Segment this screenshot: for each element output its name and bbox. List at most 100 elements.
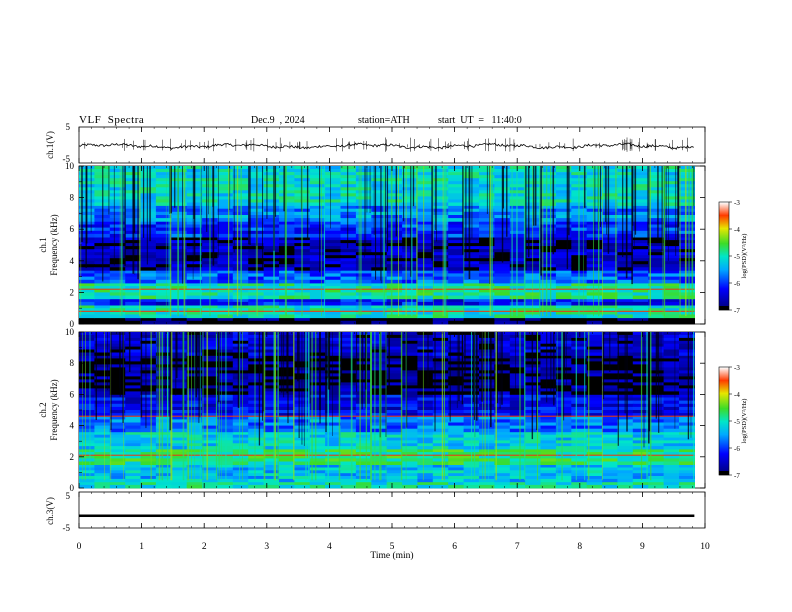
spectrogram-cell [586,346,603,350]
spectrogram-cell [386,403,403,408]
spectrogram-cell [79,273,95,277]
spectrogram-cell [586,473,603,477]
spectrogram-cell [109,166,126,170]
spectrogram-cell [94,470,111,474]
spectrogram-cell [94,352,111,356]
spectrogram-cell [340,452,357,456]
spectrogram-cell [340,199,357,203]
spectrogram-cell [140,305,157,309]
spectrogram-cell [371,267,388,271]
spectrogram-cell [525,473,542,477]
spectrogram-cell [155,258,172,262]
spectrogram-cell [79,358,95,362]
spectrogram-cell [263,199,280,203]
xtick-label: 7 [515,542,520,552]
spectrogram-cell [140,385,157,389]
spectrogram-cell [663,452,680,456]
spectrogram-cell [386,467,403,471]
spectrogram-cell [509,382,526,386]
spectrogram-cell [325,279,342,284]
spectrogram-cell [479,252,495,256]
spectrogram-cell [494,279,511,284]
spectrogram-cell [509,184,526,188]
spectrogram-cell [632,308,649,312]
spectrogram-cell [279,476,295,480]
spectrogram-cell [217,279,234,284]
spectrogram-cell [386,301,403,306]
spectrogram-cell [617,166,634,170]
spectrogram-cell [525,252,542,256]
spectrogram-cell [417,221,434,225]
spectrogram-cell [125,403,142,408]
spectrogram-cell [248,394,265,398]
spectrogram-cell [402,233,419,238]
spectrogram-cell [417,184,434,188]
spectrogram-cell [355,410,372,414]
spectrogram-cell [632,416,649,420]
spectrogram-cell [617,446,634,450]
spectrogram-cell [679,410,695,414]
spectrogram-cell [171,358,188,362]
spectrogram-cell [555,181,572,185]
spectrogram-cell [509,476,526,480]
spectrogram-cell [171,346,188,350]
spectrogram-cell [94,340,111,345]
spectrogram-cell [648,443,665,447]
spectrogram-cell [402,440,419,444]
spectrogram-cell [263,385,280,389]
spectrogram-cell [325,282,342,287]
spectrogram-cell [540,419,557,423]
spectrogram-cell [94,317,111,322]
spectrogram-cell [186,320,203,325]
spectrogram-cell [417,261,434,265]
spectrogram-cell [509,361,526,365]
spectrogram-cell [632,193,649,197]
spectrogram-cell [202,428,219,433]
spectrogram-cell [479,298,495,303]
spectrogram-cell [663,166,680,170]
spectrogram-cell [432,431,449,436]
spectrogram-cell [571,358,588,362]
spectrogram-cell [109,422,126,426]
spectrogram-cell [417,484,434,489]
spectrogram-cell [525,227,542,232]
spectrogram-cell [432,249,449,253]
spectrogram-cell [679,406,695,411]
spectrogram-cell [479,437,495,441]
spectrogram-cell [402,367,419,371]
spectrogram-cell [571,373,588,377]
spectrogram-cell [602,305,619,309]
spectrogram-cell [402,416,419,420]
spectrogram-cell [509,175,526,179]
spectrogram-cell [402,481,419,486]
spectrogram-cell [555,273,572,277]
spectrogram-cell [202,352,219,356]
spectrogram-cell [325,261,342,265]
spectrogram-cell [340,391,357,395]
spectrogram-cell [525,425,542,430]
spectrogram-cell [386,397,403,401]
spectrogram-cell [648,193,665,197]
spectrogram-cell [571,464,588,468]
spectrogram-cell [602,397,619,401]
spectrogram-cell [279,289,295,293]
spectrogram-cell [94,355,111,359]
spectrogram-cell [202,464,219,468]
spectrogram-cell [555,218,572,222]
spectrogram-cell [202,425,219,430]
spectrogram-cell [94,364,111,368]
spectrogram-cell [171,237,188,241]
spectrogram-cell [109,196,126,200]
spectrogram-cell [525,332,542,336]
spectrogram-cell [94,449,111,453]
spectrogram-cell [586,376,603,380]
spectrogram-cell [509,252,526,256]
spectrogram-cell [648,221,665,225]
spectrogram-cell [417,458,434,462]
spectrogram-cell [555,202,572,206]
spectrogram-cell [663,205,680,210]
spectrogram-cell [663,361,680,365]
spectrogram-cell [417,169,434,173]
spectrogram-cell [325,379,342,383]
spectrogram-cell [171,449,188,453]
